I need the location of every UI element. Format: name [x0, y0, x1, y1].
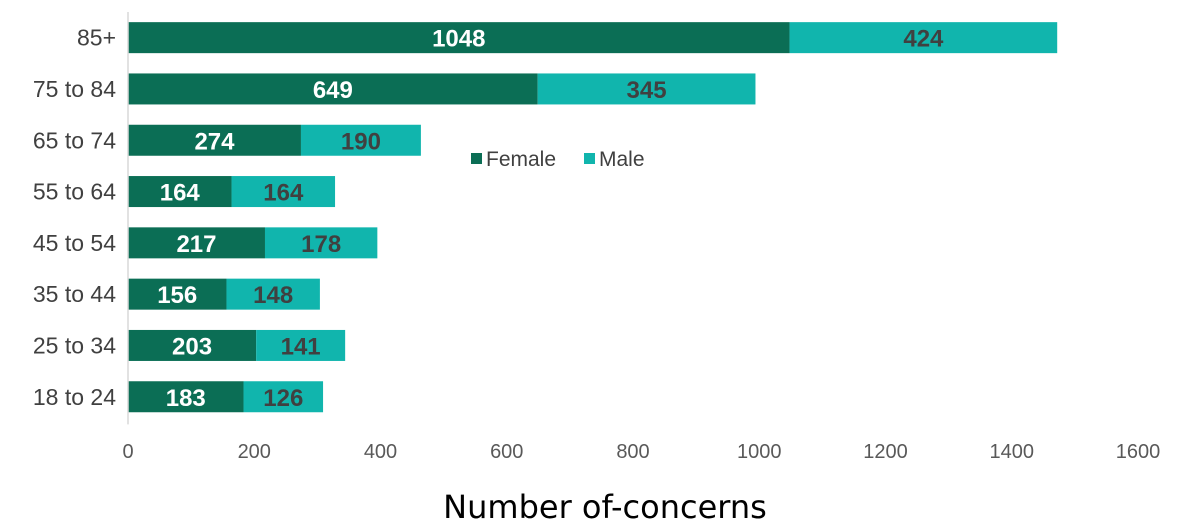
bar-male-85 — [789, 22, 1058, 54]
category-label-85: 85+ — [77, 25, 116, 51]
value-label-female-65-to-74: 274 — [194, 128, 235, 155]
bar-male-55-to-64 — [231, 176, 336, 208]
bar-male-65-to-74 — [300, 124, 421, 156]
category-label-55-to-64: 55 to 64 — [33, 179, 116, 205]
category-labels: 85+ 75 to 84 65 to 74 55 to 64 45 to 54 35 to… — [33, 25, 116, 410]
bar-female-75-to-84 — [128, 73, 538, 105]
bar-female-25-to-34 — [128, 329, 257, 361]
x-tick-label-400: 400 — [364, 441, 397, 463]
x-tick-label-800: 800 — [616, 441, 649, 463]
legend-label-female: Female — [486, 148, 556, 171]
bar-male-25-to-34 — [256, 329, 346, 361]
x-tick-label-600: 600 — [490, 441, 523, 463]
value-label-female-18-to-24: 183 — [166, 385, 206, 412]
legend-label-male: Male — [599, 148, 645, 171]
x-tick-label-1000: 1000 — [737, 441, 782, 463]
category-label-75-to-84: 75 to 84 — [33, 76, 116, 102]
value-labels: 1048 424 649 345 274 190 164 164 217 178 156 148 203… — [157, 26, 944, 412]
bar-male-35-to-44 — [226, 278, 320, 310]
value-label-male-75-to-84: 345 — [627, 77, 667, 104]
x-tick-label-1600: 1600 — [1116, 441, 1161, 463]
value-label-male-65-to-74: 190 — [341, 128, 381, 155]
bar-male-18-to-24 — [243, 381, 324, 413]
bar-female-18-to-24 — [128, 381, 244, 413]
value-label-male-55-to-64: 164 — [263, 180, 304, 207]
bar-female-35-to-44 — [128, 278, 227, 310]
value-label-female-85: 1048 — [432, 26, 485, 53]
bar-male-75-to-84 — [537, 73, 756, 105]
value-label-female-55-to-64: 164 — [160, 180, 201, 207]
x-axis-title: Number of-concerns — [443, 488, 767, 526]
x-tick-labels: 0 200 400 600 800 1000 1200 1400 1600 — [122, 441, 1160, 463]
legend-swatch-male — [584, 153, 595, 164]
category-label-25-to-34: 25 to 34 — [33, 332, 116, 358]
value-label-male-45-to-54: 178 — [301, 231, 341, 258]
value-label-male-35-to-44: 148 — [253, 282, 293, 309]
value-label-female-25-to-34: 203 — [172, 333, 212, 360]
value-label-female-35-to-44: 156 — [157, 282, 197, 309]
x-tick-label-200: 200 — [238, 441, 271, 463]
legend: Female Male — [471, 148, 645, 171]
category-label-65-to-74: 65 to 74 — [33, 127, 116, 153]
x-tick-label-1400: 1400 — [990, 441, 1035, 463]
bar-female-55-to-64 — [128, 176, 232, 208]
x-tick-label-0: 0 — [122, 441, 133, 463]
category-label-35-to-44: 35 to 44 — [33, 281, 116, 307]
value-label-male-85: 424 — [903, 26, 944, 53]
bars-layer — [128, 22, 1058, 413]
x-tick-label-1200: 1200 — [863, 441, 908, 463]
bar-female-85 — [128, 22, 790, 54]
value-label-female-75-to-84: 649 — [313, 77, 353, 104]
bar-female-45-to-54 — [128, 227, 265, 259]
category-label-45-to-54: 45 to 54 — [33, 230, 116, 256]
value-label-male-25-to-34: 141 — [281, 333, 321, 360]
bar-female-65-to-74 — [128, 124, 301, 156]
legend-swatch-female — [471, 153, 482, 164]
bar-male-45-to-54 — [264, 227, 378, 259]
value-label-male-18-to-24: 126 — [263, 385, 303, 412]
value-label-female-45-to-54: 217 — [176, 231, 216, 258]
category-label-18-to-24: 18 to 24 — [33, 384, 116, 410]
